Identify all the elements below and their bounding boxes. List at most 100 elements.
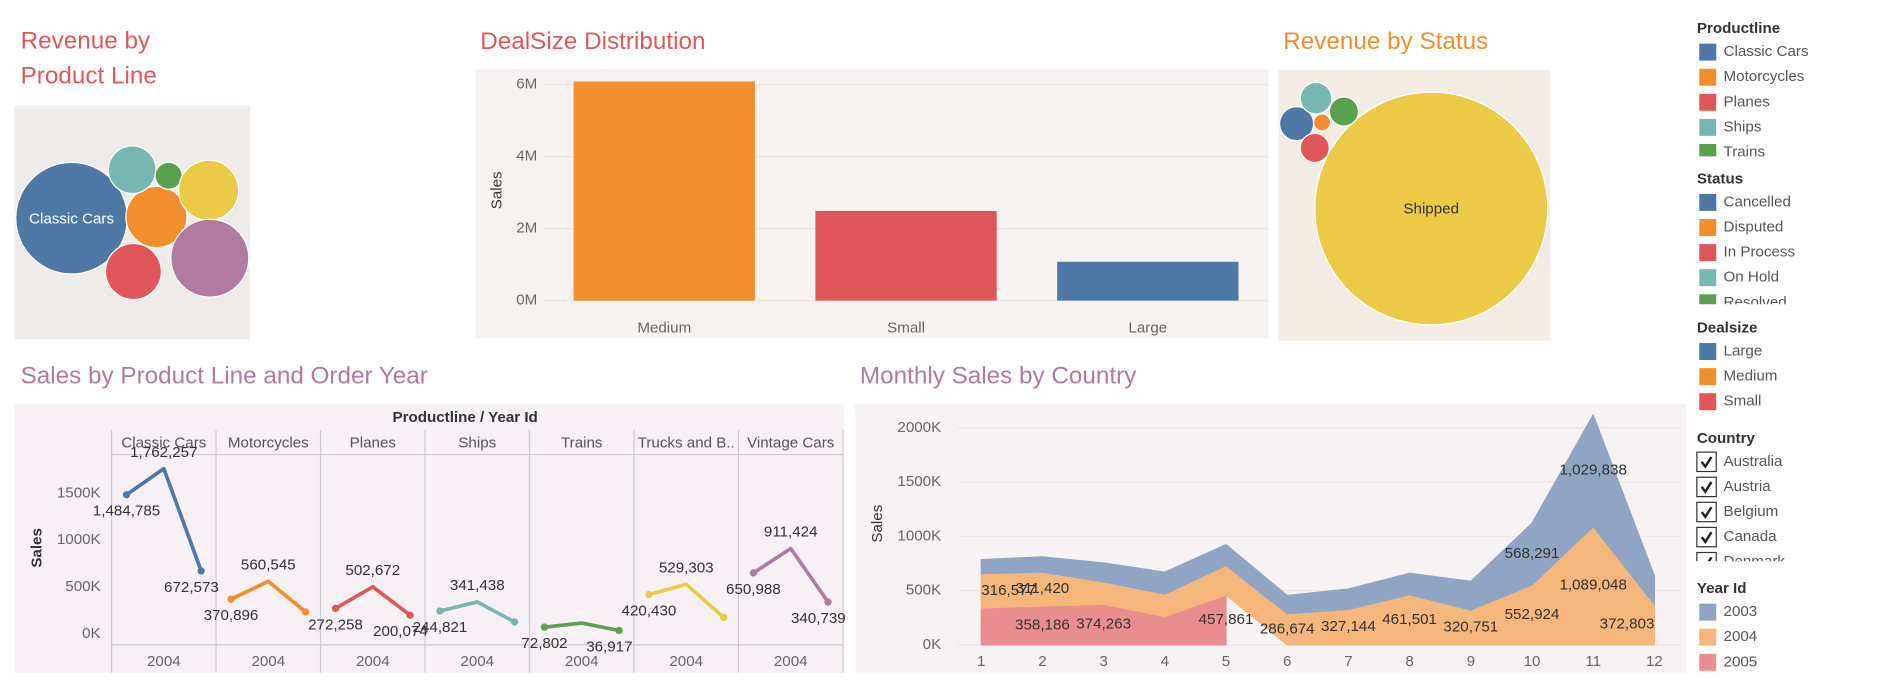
legend-swatch (1699, 244, 1717, 262)
legend-label: 2004 (1724, 628, 1758, 645)
x-tick-label: Large (1128, 319, 1167, 336)
line (334, 585, 412, 617)
data-label: 72,802 (521, 635, 567, 652)
checkbox[interactable] (1696, 526, 1717, 548)
checkbox[interactable] (1696, 476, 1717, 498)
x-tick-label: 2004 (251, 653, 285, 670)
data-label: 316,577 (981, 582, 1036, 599)
checkbox-box (1696, 551, 1717, 562)
bar (573, 81, 755, 301)
legend-label: Ships (1724, 118, 1762, 135)
legend-title: Country (1697, 430, 1756, 447)
data-label: 529,303 (659, 560, 714, 577)
legend-swatch (1699, 393, 1717, 411)
point (645, 590, 653, 599)
legend-label: Disputed (1724, 219, 1784, 236)
legend-label: Planes (1724, 93, 1771, 110)
y-tick-label: 0K (82, 625, 101, 642)
x-tick-label: 6 (1283, 653, 1291, 670)
data-label: 374,263 (1076, 616, 1131, 633)
legend-label: Cancelled (1724, 193, 1791, 210)
bubble (1312, 113, 1332, 132)
point (227, 595, 235, 603)
data-label: 502,672 (345, 562, 400, 579)
facet-label: Classic Cars (121, 435, 206, 452)
y-tick-label: 2000K (897, 419, 941, 436)
bar (815, 210, 997, 301)
legend-title: Dealsize (1697, 319, 1758, 336)
line (648, 582, 725, 619)
checkbox[interactable] (1696, 451, 1717, 473)
x-tick-label: Small (887, 319, 925, 336)
x-tick-label: 2004 (774, 653, 808, 670)
data-label: 1,029,838 (1560, 462, 1627, 479)
legend-swatch (1699, 368, 1717, 386)
checkbox-box (1696, 451, 1717, 473)
legend-label: In Process (1724, 244, 1796, 261)
legend-label: Austria (1724, 478, 1772, 495)
bubble (1328, 96, 1360, 127)
area (980, 413, 1656, 615)
x-tick-label: 8 (1405, 653, 1413, 670)
data-label: 327,144 (1321, 618, 1376, 635)
legend-swatch (1699, 603, 1717, 621)
x-tick-label: 3 (1099, 653, 1107, 670)
chart-title: Revenue by Status (1283, 28, 1488, 55)
point (615, 626, 623, 635)
x-tick-label: 2004 (460, 653, 494, 670)
point (510, 618, 519, 626)
y-tick-label: 500K (906, 582, 941, 599)
point (122, 491, 131, 499)
data-label: 286,674 (1260, 620, 1315, 637)
facet-label: Trains (561, 435, 603, 452)
legend-swatch (1699, 93, 1717, 111)
facet-label: Trucks and B.. (638, 435, 735, 452)
legend-swatch (1699, 219, 1717, 236)
bubble-label: Classic Cars (29, 210, 114, 227)
legend-swatch (1699, 269, 1717, 287)
data-label: 568,291 (1505, 545, 1560, 562)
legend-label: Resolved (1724, 294, 1787, 311)
data-label: 650,988 (726, 581, 781, 598)
legend-swatch (1699, 628, 1717, 646)
bubble (125, 185, 188, 249)
bubble (1314, 91, 1549, 326)
legend-label: Small (1724, 393, 1762, 410)
bubble (1299, 81, 1333, 115)
point (197, 567, 205, 575)
checkmark (1700, 506, 1713, 519)
point (540, 623, 549, 631)
data-label: 272,258 (308, 616, 363, 633)
legend-swatch (1699, 653, 1717, 671)
checkbox[interactable] (1696, 551, 1717, 571)
legend-swatch (1699, 144, 1717, 157)
legend: Dealsize Large Medium Small (1697, 319, 1778, 411)
data-label: 320,751 (1443, 618, 1498, 635)
data-label: 420,430 (622, 603, 677, 620)
data-label: 1,484,785 (93, 503, 160, 520)
legend-swatch (1699, 43, 1717, 61)
line (125, 466, 203, 572)
x-tick-label: 2004 (356, 653, 390, 670)
x-tick-label: 4 (1161, 653, 1169, 670)
legend-label: Denmark (1724, 553, 1786, 570)
data-label: 311,420 (1016, 580, 1070, 597)
checkbox[interactable] (1696, 501, 1717, 523)
y-tick-label: 0K (923, 636, 942, 653)
line (439, 600, 516, 624)
y-tick-label: 4M (516, 148, 537, 165)
data-label: 560,545 (241, 557, 296, 574)
data-label: 358,186 (1015, 616, 1070, 633)
checkbox-box (1696, 476, 1717, 498)
x-tick-label: 10 (1524, 653, 1541, 670)
legend-swatch (1699, 343, 1717, 360)
checkmark (1700, 456, 1713, 469)
legend-swatch (1699, 193, 1717, 211)
bubble (1299, 132, 1330, 164)
y-tick-label: 0M (516, 292, 537, 309)
point (824, 598, 832, 606)
x-tick-label: 11 (1585, 653, 1601, 670)
legend-label: Medium (1724, 368, 1778, 385)
